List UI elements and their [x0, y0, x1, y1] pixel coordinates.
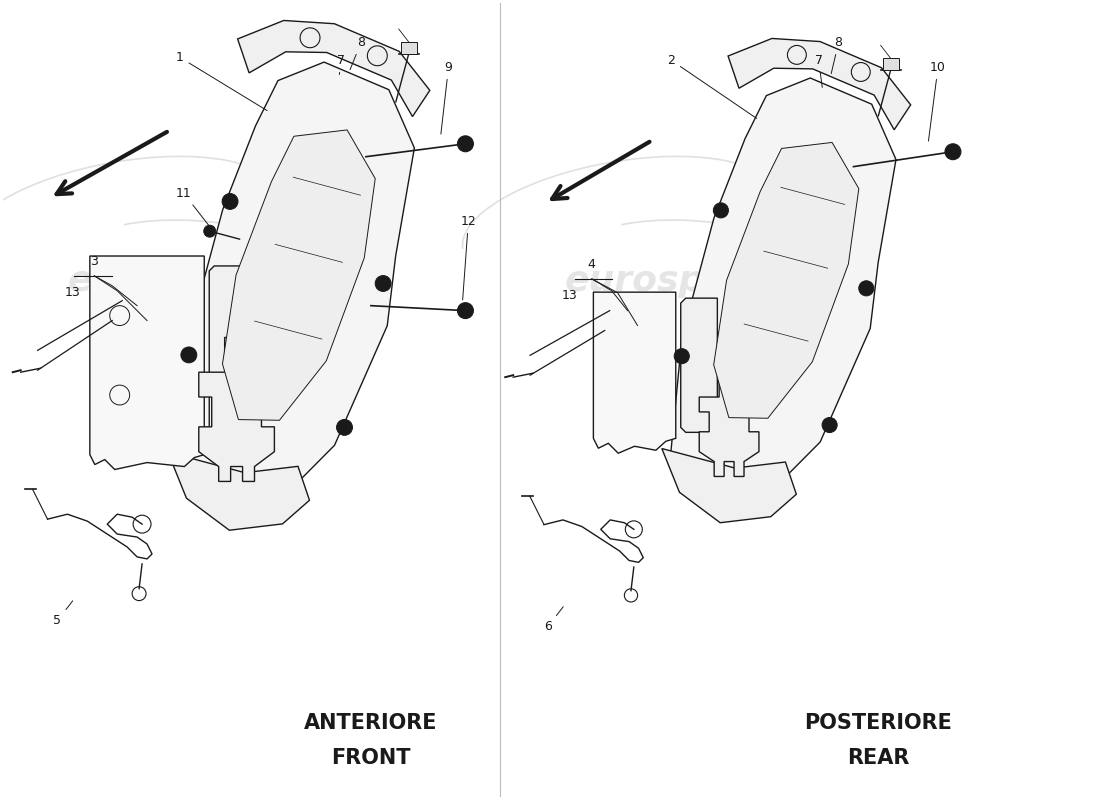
- Polygon shape: [199, 338, 274, 482]
- Bar: [882, 58, 899, 70]
- Polygon shape: [209, 266, 249, 445]
- Polygon shape: [90, 256, 205, 470]
- Polygon shape: [671, 78, 896, 500]
- Polygon shape: [714, 142, 859, 418]
- Text: 8: 8: [832, 36, 843, 74]
- Text: 13: 13: [65, 286, 80, 298]
- Circle shape: [458, 302, 473, 318]
- Circle shape: [222, 194, 238, 210]
- Text: 9: 9: [441, 61, 452, 134]
- Circle shape: [945, 144, 961, 160]
- Polygon shape: [681, 298, 717, 432]
- Circle shape: [674, 349, 690, 364]
- Circle shape: [204, 226, 216, 237]
- Text: ANTERIORE: ANTERIORE: [305, 713, 438, 733]
- Polygon shape: [222, 130, 375, 420]
- Polygon shape: [168, 452, 309, 530]
- Text: 5: 5: [54, 601, 73, 627]
- Circle shape: [822, 418, 837, 433]
- Circle shape: [180, 347, 197, 363]
- Text: FRONT: FRONT: [331, 747, 410, 767]
- Circle shape: [458, 136, 473, 152]
- Text: 7: 7: [337, 54, 345, 74]
- Polygon shape: [593, 292, 675, 454]
- Text: 3: 3: [90, 255, 98, 268]
- Text: 13: 13: [562, 289, 578, 302]
- Polygon shape: [238, 21, 430, 117]
- Circle shape: [375, 275, 392, 291]
- Polygon shape: [700, 367, 759, 477]
- Text: 7: 7: [815, 54, 823, 87]
- Polygon shape: [662, 449, 796, 522]
- Circle shape: [713, 203, 728, 218]
- Text: 11: 11: [176, 187, 210, 227]
- Text: POSTERIORE: POSTERIORE: [804, 713, 953, 733]
- Text: eurospares: eurospares: [565, 264, 794, 298]
- Text: 10: 10: [928, 61, 946, 141]
- Text: REAR: REAR: [847, 747, 910, 767]
- Circle shape: [337, 419, 352, 435]
- Text: 2: 2: [668, 54, 757, 118]
- Polygon shape: [177, 62, 415, 506]
- Text: eurospares: eurospares: [67, 264, 296, 298]
- Polygon shape: [728, 38, 911, 130]
- Text: 1: 1: [176, 51, 267, 110]
- Circle shape: [859, 281, 873, 296]
- Text: 8: 8: [350, 36, 365, 70]
- Text: 12: 12: [461, 214, 476, 300]
- Bar: [400, 42, 417, 54]
- Text: 6: 6: [544, 606, 563, 633]
- Text: 4: 4: [587, 258, 596, 271]
